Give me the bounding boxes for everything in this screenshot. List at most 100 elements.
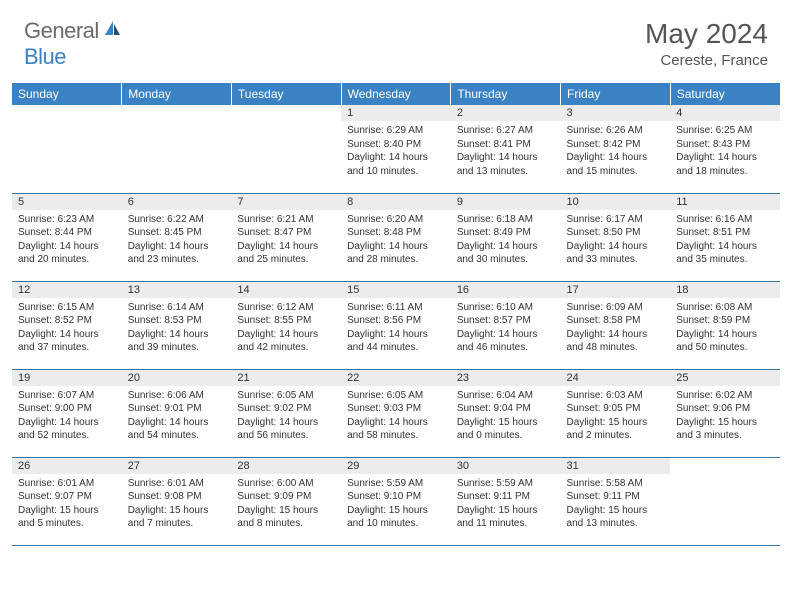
day-number: 10 [561,194,671,210]
day-number: 16 [451,282,561,298]
day-cell: 22Sunrise: 6:05 AMSunset: 9:03 PMDayligh… [341,369,451,457]
week-row: 19Sunrise: 6:07 AMSunset: 9:00 PMDayligh… [12,369,780,457]
day-number: 5 [12,194,122,210]
day-cell: 1Sunrise: 6:29 AMSunset: 8:40 PMDaylight… [341,105,451,193]
day-details: Sunrise: 6:05 AMSunset: 9:02 PMDaylight:… [231,386,341,447]
day-details: Sunrise: 6:11 AMSunset: 8:56 PMDaylight:… [341,298,451,359]
day-cell [122,105,232,193]
day-details: Sunrise: 6:26 AMSunset: 8:42 PMDaylight:… [561,121,671,182]
month-title: May 2024 [645,18,768,50]
day-number: 11 [670,194,780,210]
day-number: 14 [231,282,341,298]
day-details: Sunrise: 6:10 AMSunset: 8:57 PMDaylight:… [451,298,561,359]
day-cell: 30Sunrise: 5:59 AMSunset: 9:11 PMDayligh… [451,457,561,545]
day-details: Sunrise: 5:59 AMSunset: 9:11 PMDaylight:… [451,474,561,535]
day-cell: 15Sunrise: 6:11 AMSunset: 8:56 PMDayligh… [341,281,451,369]
day-cell: 27Sunrise: 6:01 AMSunset: 9:08 PMDayligh… [122,457,232,545]
day-details: Sunrise: 6:12 AMSunset: 8:55 PMDaylight:… [231,298,341,359]
col-sunday: Sunday [12,83,122,105]
logo: General [24,18,125,44]
day-details: Sunrise: 6:04 AMSunset: 9:04 PMDaylight:… [451,386,561,447]
day-number: 4 [670,105,780,121]
day-number: 18 [670,282,780,298]
day-number-empty [122,105,232,121]
day-details: Sunrise: 5:58 AMSunset: 9:11 PMDaylight:… [561,474,671,535]
day-number: 1 [341,105,451,121]
week-row: 26Sunrise: 6:01 AMSunset: 9:07 PMDayligh… [12,457,780,545]
day-details: Sunrise: 6:23 AMSunset: 8:44 PMDaylight:… [12,210,122,271]
day-number: 15 [341,282,451,298]
day-cell: 28Sunrise: 6:00 AMSunset: 9:09 PMDayligh… [231,457,341,545]
day-details: Sunrise: 6:22 AMSunset: 8:45 PMDaylight:… [122,210,232,271]
day-cell: 12Sunrise: 6:15 AMSunset: 8:52 PMDayligh… [12,281,122,369]
day-number: 6 [122,194,232,210]
day-number: 31 [561,458,671,474]
day-details: Sunrise: 6:01 AMSunset: 9:08 PMDaylight:… [122,474,232,535]
day-details: Sunrise: 5:59 AMSunset: 9:10 PMDaylight:… [341,474,451,535]
day-number: 17 [561,282,671,298]
day-details: Sunrise: 6:02 AMSunset: 9:06 PMDaylight:… [670,386,780,447]
day-number: 20 [122,370,232,386]
day-cell [231,105,341,193]
week-row: 12Sunrise: 6:15 AMSunset: 8:52 PMDayligh… [12,281,780,369]
day-number: 30 [451,458,561,474]
day-number-empty [12,105,122,121]
day-details: Sunrise: 6:00 AMSunset: 9:09 PMDaylight:… [231,474,341,535]
day-cell: 23Sunrise: 6:04 AMSunset: 9:04 PMDayligh… [451,369,561,457]
day-number: 19 [12,370,122,386]
day-details: Sunrise: 6:15 AMSunset: 8:52 PMDaylight:… [12,298,122,359]
day-details: Sunrise: 6:07 AMSunset: 9:00 PMDaylight:… [12,386,122,447]
day-cell: 31Sunrise: 5:58 AMSunset: 9:11 PMDayligh… [561,457,671,545]
day-number: 22 [341,370,451,386]
day-number: 24 [561,370,671,386]
day-cell: 6Sunrise: 6:22 AMSunset: 8:45 PMDaylight… [122,193,232,281]
day-cell: 14Sunrise: 6:12 AMSunset: 8:55 PMDayligh… [231,281,341,369]
day-header-row: Sunday Monday Tuesday Wednesday Thursday… [12,83,780,105]
col-wednesday: Wednesday [341,83,451,105]
day-cell: 8Sunrise: 6:20 AMSunset: 8:48 PMDaylight… [341,193,451,281]
day-cell: 5Sunrise: 6:23 AMSunset: 8:44 PMDaylight… [12,193,122,281]
location: Cereste, France [645,52,768,69]
day-number: 29 [341,458,451,474]
day-details: Sunrise: 6:21 AMSunset: 8:47 PMDaylight:… [231,210,341,271]
day-details: Sunrise: 6:16 AMSunset: 8:51 PMDaylight:… [670,210,780,271]
day-cell: 17Sunrise: 6:09 AMSunset: 8:58 PMDayligh… [561,281,671,369]
day-cell: 7Sunrise: 6:21 AMSunset: 8:47 PMDaylight… [231,193,341,281]
day-number: 9 [451,194,561,210]
day-cell: 19Sunrise: 6:07 AMSunset: 9:00 PMDayligh… [12,369,122,457]
day-cell: 13Sunrise: 6:14 AMSunset: 8:53 PMDayligh… [122,281,232,369]
day-number: 26 [12,458,122,474]
day-cell: 25Sunrise: 6:02 AMSunset: 9:06 PMDayligh… [670,369,780,457]
day-number: 28 [231,458,341,474]
day-cell: 4Sunrise: 6:25 AMSunset: 8:43 PMDaylight… [670,105,780,193]
day-number: 21 [231,370,341,386]
day-details: Sunrise: 6:17 AMSunset: 8:50 PMDaylight:… [561,210,671,271]
day-details: Sunrise: 6:01 AMSunset: 9:07 PMDaylight:… [12,474,122,535]
col-friday: Friday [561,83,671,105]
day-cell: 18Sunrise: 6:08 AMSunset: 8:59 PMDayligh… [670,281,780,369]
day-details: Sunrise: 6:14 AMSunset: 8:53 PMDaylight:… [122,298,232,359]
sail-icon [103,19,123,44]
page-header: General May 2024 Cereste, France [0,0,792,77]
col-saturday: Saturday [670,83,780,105]
day-number: 23 [451,370,561,386]
day-cell: 3Sunrise: 6:26 AMSunset: 8:42 PMDaylight… [561,105,671,193]
day-details: Sunrise: 6:25 AMSunset: 8:43 PMDaylight:… [670,121,780,182]
day-details: Sunrise: 6:18 AMSunset: 8:49 PMDaylight:… [451,210,561,271]
day-number: 12 [12,282,122,298]
day-details: Sunrise: 6:29 AMSunset: 8:40 PMDaylight:… [341,121,451,182]
day-number: 3 [561,105,671,121]
logo-text-general: General [24,18,99,44]
day-cell: 10Sunrise: 6:17 AMSunset: 8:50 PMDayligh… [561,193,671,281]
day-number: 27 [122,458,232,474]
day-cell: 26Sunrise: 6:01 AMSunset: 9:07 PMDayligh… [12,457,122,545]
day-number: 25 [670,370,780,386]
week-row: 1Sunrise: 6:29 AMSunset: 8:40 PMDaylight… [12,105,780,193]
day-cell: 9Sunrise: 6:18 AMSunset: 8:49 PMDaylight… [451,193,561,281]
day-number: 8 [341,194,451,210]
logo-blue-wrap: Blue [24,44,66,70]
day-cell [670,457,780,545]
day-cell: 21Sunrise: 6:05 AMSunset: 9:02 PMDayligh… [231,369,341,457]
week-row: 5Sunrise: 6:23 AMSunset: 8:44 PMDaylight… [12,193,780,281]
day-details: Sunrise: 6:09 AMSunset: 8:58 PMDaylight:… [561,298,671,359]
